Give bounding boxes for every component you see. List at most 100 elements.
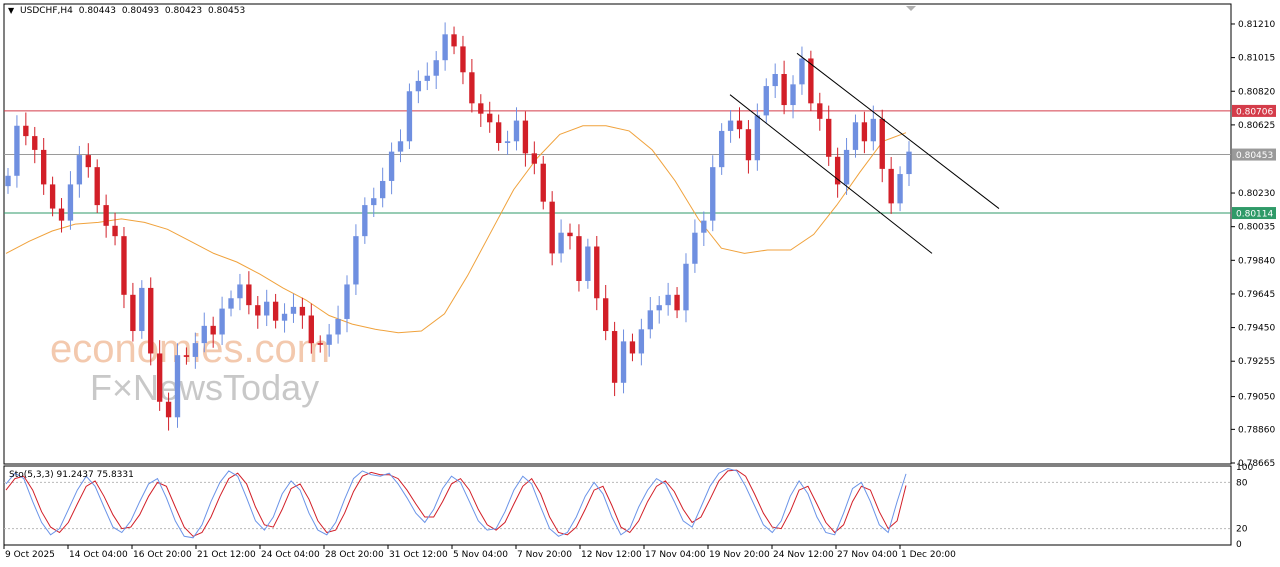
candle-bear: [299, 306, 306, 316]
candle-bear: [451, 34, 457, 47]
y-tick-label: 0.80625: [1238, 121, 1275, 131]
candle-bear: [567, 232, 573, 237]
candle-bull: [638, 329, 645, 354]
candle-bull: [76, 155, 83, 185]
x-tick-label: 1 Dec 20:00: [901, 550, 956, 560]
header-dropdown-icon[interactable]: ▼: [8, 6, 15, 15]
x-tick-label: 12 Nov 12:00: [581, 550, 642, 560]
candle-bull: [683, 263, 689, 311]
watermark-fxnewstoday: F×NewsToday: [90, 367, 319, 408]
x-tick-label: 28 Oct 20:00: [325, 550, 384, 560]
y-tick-label: 0.79450: [1238, 324, 1275, 334]
candle-bear: [210, 325, 216, 335]
y-tick-label: 0.79840: [1238, 256, 1275, 266]
header-symbol: USDCHF,H4: [20, 6, 73, 16]
candle-bull: [656, 305, 662, 311]
y-tick-label: 0.79255: [1238, 357, 1275, 367]
price-label-text: 0.80706: [1236, 107, 1273, 117]
candle-bull: [201, 325, 207, 344]
y-tick-label: 0.81015: [1238, 54, 1275, 64]
scroll-marker: [906, 6, 916, 11]
candle-bear: [629, 341, 636, 354]
candle-bear: [308, 315, 314, 344]
x-tick-label: 16 Oct 20:00: [133, 550, 192, 560]
candle-bull: [237, 284, 243, 299]
y-tick-label: 0.80035: [1238, 223, 1275, 233]
candle-bull: [371, 198, 377, 206]
x-tick-label: 14 Oct 04:00: [69, 550, 128, 560]
candle-bull: [5, 175, 11, 187]
y-tick-label: 0.79050: [1238, 393, 1275, 403]
candle-bear: [745, 129, 752, 161]
y-tick-label: 0.79645: [1238, 290, 1275, 300]
candle-bull: [174, 355, 181, 418]
candle-bear: [255, 305, 261, 316]
candle-bull: [647, 310, 653, 330]
candle-bull: [513, 120, 520, 142]
candle-bull: [406, 91, 413, 142]
stoch-level-label: 20: [1236, 525, 1248, 535]
candle-bear: [156, 353, 163, 402]
stoch-level-label: 0: [1236, 540, 1242, 550]
watermark-economies: economies.com: [50, 327, 330, 371]
candle-bull: [852, 122, 859, 150]
candle-bear: [594, 246, 600, 299]
y-tick-label: 0.78665: [1238, 459, 1275, 469]
candle-bull: [763, 86, 769, 116]
channel-upper-line[interactable]: [796, 52, 1000, 209]
candle-bull: [326, 334, 332, 345]
price-panel: [3, 3, 1232, 465]
stochastic-panel: [3, 465, 1232, 546]
y-tick-label: 0.78860: [1238, 425, 1275, 435]
candle-bull: [772, 74, 778, 87]
candle-bull: [718, 130, 725, 168]
candle-bear: [674, 294, 680, 311]
x-tick-label: 19 Nov 20:00: [709, 550, 770, 560]
candle-bull: [442, 34, 448, 61]
header-high: 0.80493: [121, 6, 160, 16]
channel-lower-line[interactable]: [729, 94, 933, 254]
candle-bull: [67, 184, 74, 221]
candle-bear: [41, 149, 47, 185]
candle-bear: [112, 225, 118, 237]
price-label-box: [1232, 148, 1276, 161]
stoch-main-value: 91.2437: [56, 470, 94, 480]
chart-header: ▼ USDCHF,H4 0.80443 0.80493 0.80423 0.80…: [8, 6, 248, 16]
candle-bear: [32, 136, 38, 150]
candle-bear: [603, 298, 609, 332]
candle-bear: [540, 163, 546, 202]
candle-bull: [790, 84, 796, 106]
candle-bull: [701, 220, 707, 233]
candle-bull: [397, 141, 404, 152]
x-tick-label: 21 Oct 12:00: [197, 550, 256, 560]
candle-bear: [781, 74, 787, 106]
candle-bear: [246, 284, 252, 306]
candle-bear: [469, 72, 475, 104]
x-tick-label: 5 Nov 04:00: [453, 550, 508, 560]
candle-bull: [843, 149, 850, 185]
candle-bear: [460, 46, 466, 73]
x-tick-label: 24 Oct 04:00: [261, 550, 320, 560]
candle-bull: [139, 287, 145, 332]
candle-bull: [906, 151, 912, 175]
candle-bear: [531, 153, 538, 164]
candle-bear: [272, 301, 279, 321]
y-tick-label: 0.80230: [1238, 189, 1275, 199]
candle-bear: [183, 355, 190, 357]
candle-bull: [344, 284, 350, 319]
candle-bear: [736, 120, 743, 130]
stoch-name: Sto(5,3,3): [9, 470, 54, 480]
candle-bull: [379, 180, 386, 199]
candle-bull: [388, 151, 395, 181]
candle-bear: [522, 120, 529, 154]
candle-bear: [576, 236, 582, 282]
candle-bear: [611, 331, 618, 383]
candle-bear: [879, 118, 885, 169]
candle-bull: [335, 318, 341, 335]
x-tick-label: 7 Nov 20:00: [517, 550, 572, 560]
candle-bull: [585, 246, 591, 282]
moving-average-line: [5, 125, 907, 334]
x-tick-label: 17 Nov 04:00: [645, 550, 706, 560]
candle-bear: [888, 168, 894, 204]
